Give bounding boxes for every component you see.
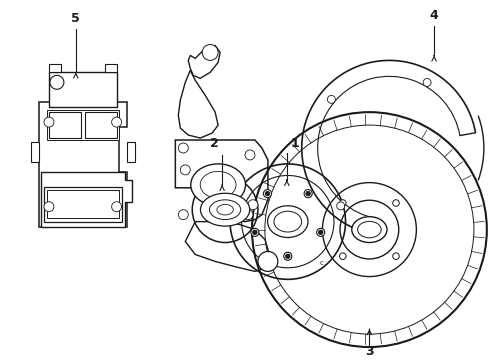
Circle shape — [337, 202, 344, 210]
Bar — [47, 190, 119, 218]
Circle shape — [252, 112, 487, 347]
Circle shape — [340, 200, 399, 259]
Bar — [49, 112, 81, 138]
Ellipse shape — [352, 217, 387, 243]
Circle shape — [322, 183, 416, 276]
Circle shape — [317, 228, 325, 237]
Bar — [47, 110, 119, 140]
Circle shape — [50, 75, 64, 89]
Circle shape — [392, 253, 399, 260]
Polygon shape — [126, 142, 135, 162]
Polygon shape — [41, 172, 131, 226]
Circle shape — [251, 228, 259, 237]
Text: 3: 3 — [365, 345, 374, 357]
Text: 5: 5 — [72, 12, 80, 25]
Circle shape — [178, 143, 188, 153]
Circle shape — [327, 95, 335, 103]
Circle shape — [284, 252, 292, 260]
Circle shape — [318, 230, 323, 235]
Circle shape — [44, 117, 54, 127]
Circle shape — [265, 191, 270, 196]
Circle shape — [180, 165, 190, 175]
Bar — [85, 112, 117, 138]
Polygon shape — [31, 142, 39, 162]
Polygon shape — [39, 102, 126, 226]
Ellipse shape — [191, 164, 245, 206]
Polygon shape — [49, 72, 117, 107]
Bar — [44, 187, 122, 222]
Polygon shape — [105, 64, 117, 72]
Circle shape — [44, 202, 54, 212]
Text: c: c — [319, 260, 323, 266]
Circle shape — [243, 210, 253, 220]
Circle shape — [112, 117, 122, 127]
Text: 2: 2 — [210, 136, 219, 149]
Circle shape — [202, 45, 218, 60]
Circle shape — [248, 200, 258, 210]
Circle shape — [112, 202, 122, 212]
Circle shape — [252, 230, 257, 235]
Circle shape — [230, 164, 345, 279]
Circle shape — [340, 253, 346, 260]
Polygon shape — [188, 45, 220, 78]
Circle shape — [340, 200, 346, 206]
Polygon shape — [178, 70, 218, 138]
Circle shape — [245, 150, 255, 160]
Text: 4: 4 — [430, 9, 439, 22]
Polygon shape — [49, 64, 61, 72]
Polygon shape — [175, 140, 268, 222]
Ellipse shape — [217, 204, 233, 215]
Polygon shape — [185, 222, 270, 271]
Circle shape — [423, 78, 431, 86]
Circle shape — [306, 191, 311, 196]
Circle shape — [258, 252, 278, 271]
Circle shape — [264, 190, 271, 198]
Circle shape — [286, 254, 290, 258]
Circle shape — [304, 190, 312, 198]
Circle shape — [392, 200, 399, 206]
Text: 1: 1 — [291, 136, 299, 149]
Circle shape — [192, 177, 258, 243]
Ellipse shape — [200, 193, 250, 226]
Circle shape — [178, 210, 188, 220]
Ellipse shape — [268, 206, 308, 238]
